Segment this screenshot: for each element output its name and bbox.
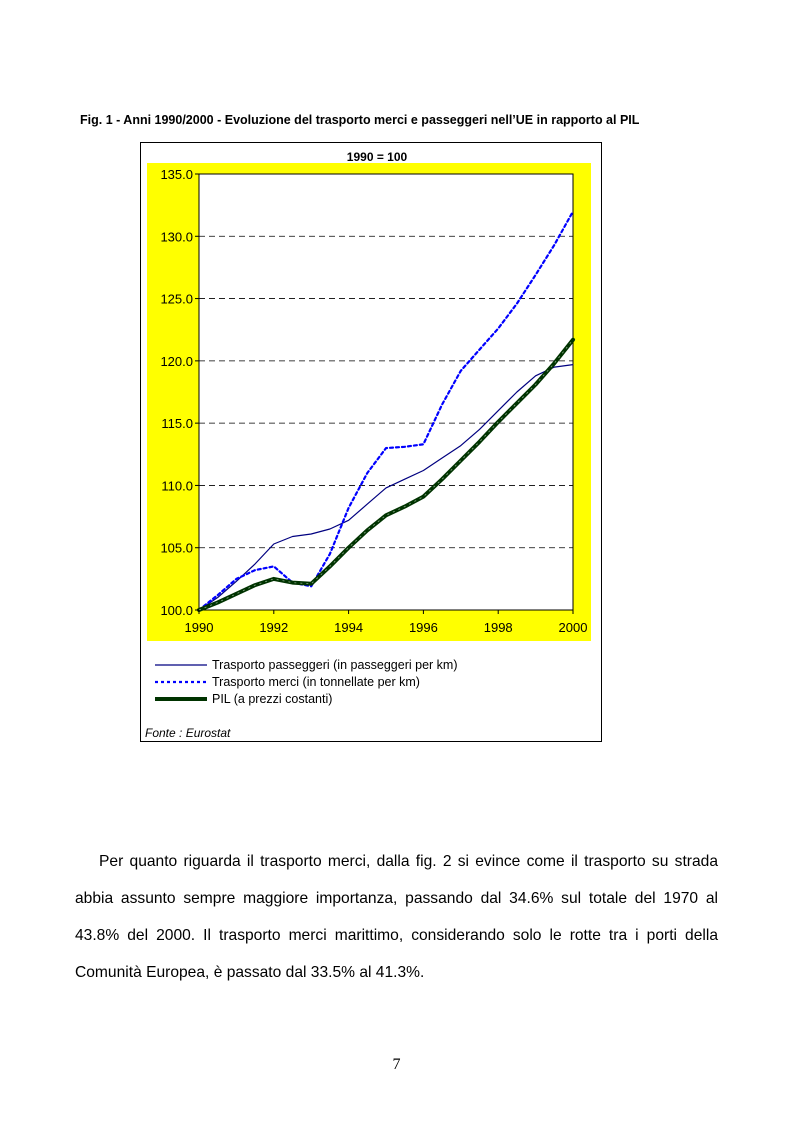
y-tick-label: 110.0	[161, 478, 193, 493]
body-paragraph: Per quanto riguarda il trasporto merci, …	[75, 853, 718, 981]
y-tick-label: 125.0	[160, 292, 193, 307]
x-tick-label: 1998	[484, 620, 513, 635]
figure-source: Fonte : Eurostat	[145, 726, 231, 740]
y-tick-label: 105.0	[160, 541, 193, 556]
page-number: 7	[392, 1056, 401, 1073]
chart-title: 1990 = 100	[347, 150, 408, 164]
legend-label: Trasporto merci (in tonnellate per km)	[212, 675, 420, 689]
x-tick-label: 1990	[185, 620, 214, 635]
x-tick-label: 1992	[259, 620, 288, 635]
figure-caption: Fig. 1 - Anni 1990/2000 - Evoluzione del…	[80, 113, 640, 127]
legend-label: Trasporto passeggeri (in passeggeri per …	[212, 658, 457, 672]
x-tick-label: 1996	[409, 620, 438, 635]
plot-area	[198, 173, 574, 611]
y-tick-label: 120.0	[160, 354, 193, 369]
x-tick-label: 1994	[334, 620, 363, 635]
line-chart: 100.0 105.0 110.0 115.0 120.0 125.0 130.0 135.0…	[147, 150, 591, 706]
series-line-pil-highlight	[198, 339, 574, 611]
x-tick-label: 2000	[559, 620, 588, 635]
legend: Trasporto passeggeri (in passeggeri per …	[155, 658, 457, 706]
gridlines	[199, 173, 573, 549]
series-line-passeggeri	[198, 364, 574, 611]
series-lines	[197, 210, 575, 612]
legend-label: PIL (a prezzi costanti)	[212, 692, 332, 706]
y-tick-label: 115.0	[161, 416, 193, 431]
axes: 100.0 105.0 110.0 115.0 120.0 125.0 130.0 135.0…	[160, 167, 587, 635]
chart-frame: 100.0 105.0 110.0 115.0 120.0 125.0 130.0 135.0…	[140, 142, 602, 742]
y-tick-label: 100.0	[160, 603, 193, 618]
y-tick-label: 130.0	[160, 229, 193, 244]
y-tick-label: 135.0	[160, 167, 193, 182]
series-line-merci	[197, 210, 575, 612]
